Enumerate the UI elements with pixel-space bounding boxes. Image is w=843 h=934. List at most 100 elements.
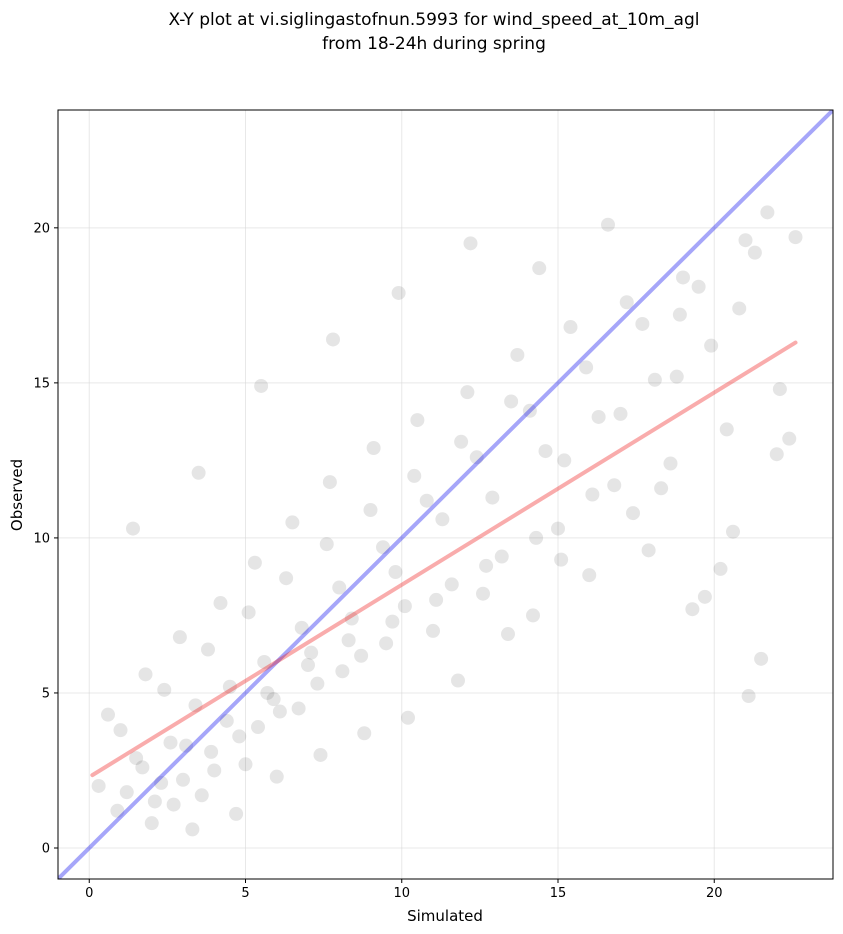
scatter-point bbox=[366, 440, 381, 455]
scatter-point bbox=[285, 515, 300, 530]
x-tick-label: 5 bbox=[241, 886, 249, 901]
scatter-point bbox=[232, 729, 247, 744]
scatter-point bbox=[504, 394, 519, 409]
scatter-point bbox=[163, 735, 178, 750]
scatter-point bbox=[769, 447, 784, 462]
scatter-point bbox=[601, 217, 615, 232]
scatter-point bbox=[494, 549, 509, 564]
scatter-point bbox=[310, 676, 325, 691]
y-tick-label: 15 bbox=[33, 376, 50, 391]
scatter-point bbox=[444, 577, 459, 592]
scatter-point bbox=[319, 537, 334, 552]
scatter-point bbox=[772, 382, 787, 397]
scatter-point bbox=[788, 230, 803, 245]
scatter-point bbox=[685, 602, 700, 617]
scatter-point bbox=[219, 713, 234, 728]
scatter-point bbox=[188, 698, 203, 713]
scatter-point bbox=[207, 763, 222, 778]
scatter-point bbox=[726, 524, 740, 539]
scatter-point bbox=[344, 611, 359, 626]
scatter-point bbox=[619, 295, 634, 310]
x-tick-label: 15 bbox=[550, 886, 567, 901]
scatter-point bbox=[407, 468, 422, 483]
scatter-point bbox=[607, 478, 622, 493]
scatter-point bbox=[626, 506, 640, 521]
scatter-point bbox=[388, 565, 403, 580]
scatter-point bbox=[294, 620, 309, 635]
scatter-point bbox=[201, 642, 215, 657]
scatter-point bbox=[747, 245, 762, 260]
scatter-point bbox=[379, 636, 394, 651]
x-tick-label: 0 bbox=[85, 886, 93, 901]
scatter-point bbox=[697, 589, 712, 604]
scatter-point bbox=[672, 307, 687, 322]
scatter-point bbox=[291, 701, 306, 716]
scatter-point bbox=[476, 586, 490, 601]
scatter-point bbox=[144, 816, 159, 831]
scatter-point bbox=[363, 503, 378, 518]
scatter-point bbox=[354, 648, 369, 663]
scatter-point bbox=[401, 710, 415, 725]
scatter-point bbox=[551, 521, 565, 536]
scatter-point bbox=[326, 332, 340, 347]
x-axis-label: Simulated bbox=[407, 907, 483, 925]
regression-fit-line bbox=[90, 340, 798, 778]
scatter-point bbox=[147, 794, 162, 809]
scatter-point bbox=[157, 682, 172, 697]
scatter-point bbox=[313, 747, 328, 762]
scatter-point bbox=[554, 552, 569, 567]
scatter-point bbox=[563, 320, 578, 335]
scatter-point bbox=[647, 372, 662, 387]
scatter-point bbox=[91, 778, 106, 793]
scatter-point bbox=[738, 233, 753, 248]
scatter-point bbox=[582, 568, 597, 583]
chart-title-line-1: X-Y plot at vi.siglingastofnun.5993 for … bbox=[168, 10, 699, 30]
scatter-point bbox=[451, 673, 465, 688]
scatter-point bbox=[641, 543, 656, 558]
plot-area-frame bbox=[57, 109, 834, 880]
scatter-point bbox=[419, 493, 434, 508]
scatter-point bbox=[119, 785, 134, 800]
x-tick-label: 10 bbox=[393, 886, 410, 901]
scatter-point bbox=[435, 512, 450, 527]
scatter-point bbox=[426, 623, 440, 638]
scatter-point bbox=[579, 360, 594, 375]
scatter-point bbox=[301, 658, 315, 673]
scatter-point bbox=[538, 444, 553, 459]
scatter-point bbox=[322, 475, 337, 490]
scatter-point bbox=[669, 369, 684, 384]
scatter-point bbox=[254, 378, 269, 393]
scatter-point bbox=[529, 530, 544, 545]
scatter-point bbox=[272, 704, 287, 719]
scatter-point bbox=[522, 403, 537, 418]
scatter-point bbox=[485, 490, 500, 505]
scatter-point bbox=[341, 633, 356, 648]
scatter-point bbox=[469, 450, 484, 465]
scatter-point bbox=[760, 205, 775, 220]
scatter-point bbox=[663, 456, 678, 471]
scatter-point bbox=[526, 608, 540, 623]
scatter-point bbox=[676, 270, 690, 285]
scatter-point bbox=[222, 679, 237, 694]
scatter-point bbox=[129, 751, 144, 766]
reference-lines bbox=[58, 110, 833, 879]
scatter-point bbox=[501, 627, 515, 642]
scatter-point bbox=[463, 236, 478, 251]
grid-lines bbox=[58, 110, 833, 879]
scatter-point bbox=[754, 651, 769, 666]
scatter-point bbox=[166, 797, 181, 812]
scatter-point bbox=[251, 720, 265, 735]
chart-title-line-2: from 18-24h during spring bbox=[322, 34, 546, 54]
scatter-point bbox=[719, 422, 734, 437]
scatter-point bbox=[510, 347, 525, 362]
scatter-point bbox=[110, 803, 125, 818]
scatter-point bbox=[179, 738, 194, 753]
scatter-point bbox=[332, 580, 347, 595]
scatter-point bbox=[266, 692, 281, 707]
scatter-point bbox=[613, 406, 628, 421]
scatter-point bbox=[260, 685, 275, 700]
scatter-point bbox=[213, 596, 228, 611]
scatter-point bbox=[238, 757, 253, 772]
y-tick-label: 5 bbox=[42, 686, 50, 701]
